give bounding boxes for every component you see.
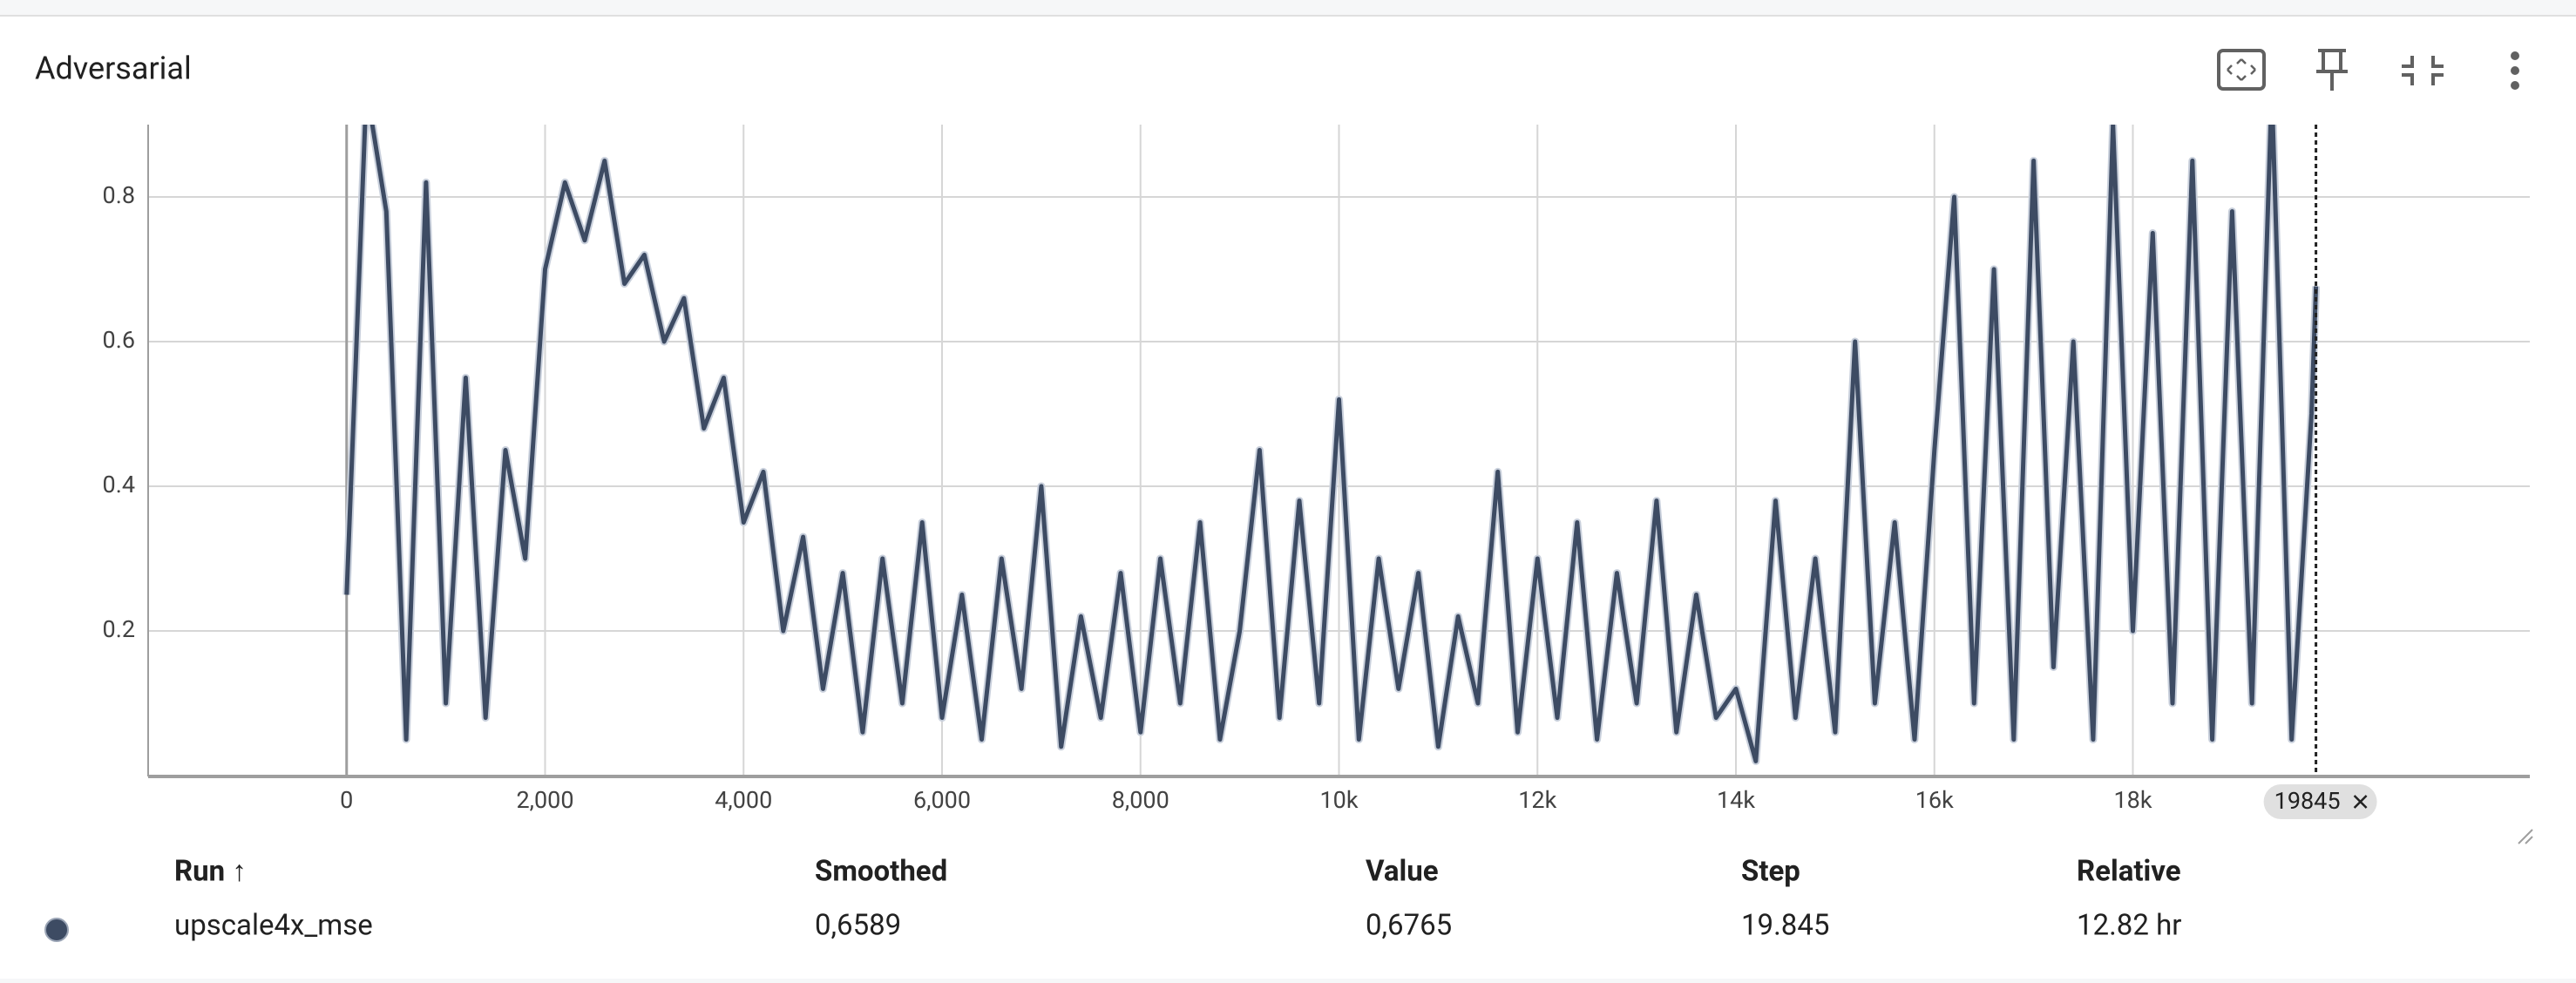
card-background bbox=[0, 16, 2576, 979]
x-tick-label: 6,000 bbox=[913, 786, 971, 814]
x-tick-label: 18k bbox=[2113, 786, 2152, 814]
plot: 0.2 0.4 0.6 0.8 0 2,000 4,000 6,000 8,000 10k 12k 1… bbox=[103, 125, 2530, 819]
x-tick-label: 2,000 bbox=[516, 786, 573, 814]
resize-handle[interactable] bbox=[2518, 829, 2533, 844]
run-name: upscale4x_mse bbox=[174, 909, 373, 943]
card-title: Adversarial bbox=[35, 51, 192, 87]
table-cell: 19.845 bbox=[1741, 909, 1829, 943]
data-table: Run ↑ Smoothed Value Step Relative upscale4x_… bbox=[44, 855, 2181, 943]
table-cell: 0,6589 bbox=[815, 909, 901, 943]
run-color-swatch bbox=[44, 918, 69, 942]
x-tick-label: 0 bbox=[340, 786, 353, 814]
cursor-label-background bbox=[2263, 784, 2377, 819]
pin-button[interactable] bbox=[2316, 49, 2348, 91]
cursor-label: 19845 bbox=[2274, 787, 2341, 815]
x-tick-label: 14k bbox=[1717, 786, 1755, 814]
x-tick-label: 10k bbox=[1319, 786, 1358, 814]
x-tick-label: 8,000 bbox=[1112, 786, 1169, 814]
y-tick-label: 0.2 bbox=[103, 615, 135, 643]
column-header: Smoothed bbox=[815, 855, 947, 889]
cursor-clear-icon bbox=[2353, 795, 2368, 809]
x-tick-label: 4,000 bbox=[715, 786, 772, 814]
column-header: Relative bbox=[2077, 855, 2181, 889]
column-header: Value bbox=[1366, 855, 1439, 889]
column-header: Run ↑ bbox=[174, 855, 247, 889]
x-tick-label: 16k bbox=[1915, 786, 1954, 814]
table-cell: 0,6765 bbox=[1366, 909, 1452, 943]
y-tick-label: 0.8 bbox=[103, 181, 135, 209]
fit-domain-button[interactable] bbox=[2217, 49, 2266, 91]
x-tick-label: 12k bbox=[1518, 786, 1556, 814]
y-tick-label: 0.4 bbox=[103, 471, 135, 498]
column-header: Step bbox=[1741, 855, 1800, 889]
series-line bbox=[344, 125, 2319, 763]
y-tick-label: 0.6 bbox=[103, 326, 135, 354]
table-cell: 12.82 hr bbox=[2077, 909, 2181, 943]
collapse-button[interactable] bbox=[2402, 56, 2444, 85]
more-menu-button[interactable] bbox=[2511, 51, 2519, 90]
